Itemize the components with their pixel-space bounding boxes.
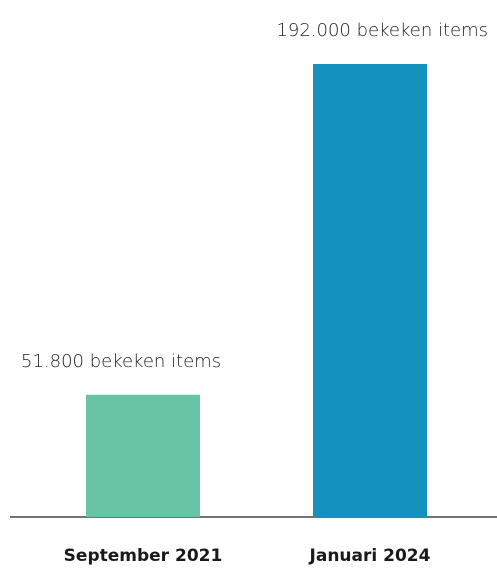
category-label-0: September 2021 bbox=[64, 546, 223, 566]
data-label-1: 192.000 bekeken items bbox=[276, 20, 488, 41]
data-label-0: 51.800 bekeken items bbox=[21, 351, 221, 372]
bar-0 bbox=[86, 394, 200, 517]
bar-1 bbox=[313, 64, 427, 517]
category-label-1: Januari 2024 bbox=[309, 546, 431, 566]
data-labels-group: 51.800 bekeken items 192.000 bekeken item… bbox=[21, 20, 488, 372]
bars-group bbox=[86, 64, 427, 517]
category-labels-group: September 2021 Januari 2024 bbox=[64, 546, 431, 566]
